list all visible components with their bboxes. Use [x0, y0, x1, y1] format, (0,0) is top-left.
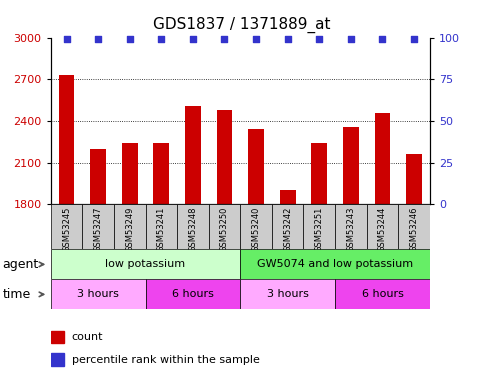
- Text: low potassium: low potassium: [105, 260, 185, 269]
- Bar: [272, 204, 303, 249]
- Bar: [312, 143, 327, 204]
- Bar: [335, 204, 367, 249]
- Bar: [114, 204, 145, 249]
- Bar: [398, 204, 430, 249]
- Text: GSM53245: GSM53245: [62, 207, 71, 252]
- Bar: [185, 106, 201, 204]
- Text: GSM53241: GSM53241: [157, 207, 166, 252]
- Bar: [51, 353, 64, 366]
- Text: 3 hours: 3 hours: [267, 290, 309, 299]
- Text: GSM53242: GSM53242: [283, 207, 292, 252]
- Text: GSM53243: GSM53243: [346, 207, 355, 252]
- Text: percentile rank within the sample: percentile rank within the sample: [71, 354, 259, 364]
- Text: GSM53247: GSM53247: [94, 207, 102, 252]
- Text: GSM53244: GSM53244: [378, 207, 387, 252]
- Bar: [90, 149, 106, 204]
- Point: [157, 36, 165, 42]
- Point: [94, 36, 102, 42]
- Bar: [216, 110, 232, 204]
- Point: [379, 36, 386, 42]
- Text: GSM53249: GSM53249: [125, 207, 134, 252]
- Bar: [58, 75, 74, 204]
- Bar: [241, 204, 272, 249]
- Bar: [335, 279, 430, 309]
- Bar: [177, 204, 209, 249]
- Point: [347, 36, 355, 42]
- Text: GSM53251: GSM53251: [315, 207, 324, 252]
- Text: GSM53250: GSM53250: [220, 207, 229, 252]
- Bar: [122, 143, 138, 204]
- Bar: [82, 204, 114, 249]
- Bar: [241, 249, 430, 279]
- Point: [63, 36, 71, 42]
- Bar: [209, 204, 241, 249]
- Point: [221, 36, 228, 42]
- Bar: [154, 143, 169, 204]
- Point: [126, 36, 134, 42]
- Bar: [248, 129, 264, 204]
- Point: [410, 36, 418, 42]
- Point: [189, 36, 197, 42]
- Bar: [51, 279, 145, 309]
- Bar: [375, 112, 390, 204]
- Point: [315, 36, 323, 42]
- Text: GSM53248: GSM53248: [188, 207, 198, 252]
- Bar: [406, 154, 422, 204]
- Text: time: time: [2, 288, 30, 301]
- Bar: [343, 126, 359, 204]
- Point: [284, 36, 292, 42]
- Bar: [51, 204, 82, 249]
- Text: 6 hours: 6 hours: [172, 290, 214, 299]
- Bar: [367, 204, 398, 249]
- Text: count: count: [71, 332, 103, 342]
- Text: 6 hours: 6 hours: [362, 290, 403, 299]
- Text: GDS1837 / 1371889_at: GDS1837 / 1371889_at: [153, 17, 330, 33]
- Bar: [303, 204, 335, 249]
- Point: [252, 36, 260, 42]
- Bar: [145, 279, 241, 309]
- Bar: [241, 279, 335, 309]
- Bar: [51, 249, 241, 279]
- Bar: [145, 204, 177, 249]
- Bar: [280, 190, 296, 204]
- Text: agent: agent: [2, 258, 39, 271]
- Text: GW5074 and low potassium: GW5074 and low potassium: [257, 260, 413, 269]
- Text: GSM53240: GSM53240: [252, 207, 261, 252]
- Text: 3 hours: 3 hours: [77, 290, 119, 299]
- Bar: [51, 331, 64, 343]
- Text: GSM53246: GSM53246: [410, 207, 419, 252]
